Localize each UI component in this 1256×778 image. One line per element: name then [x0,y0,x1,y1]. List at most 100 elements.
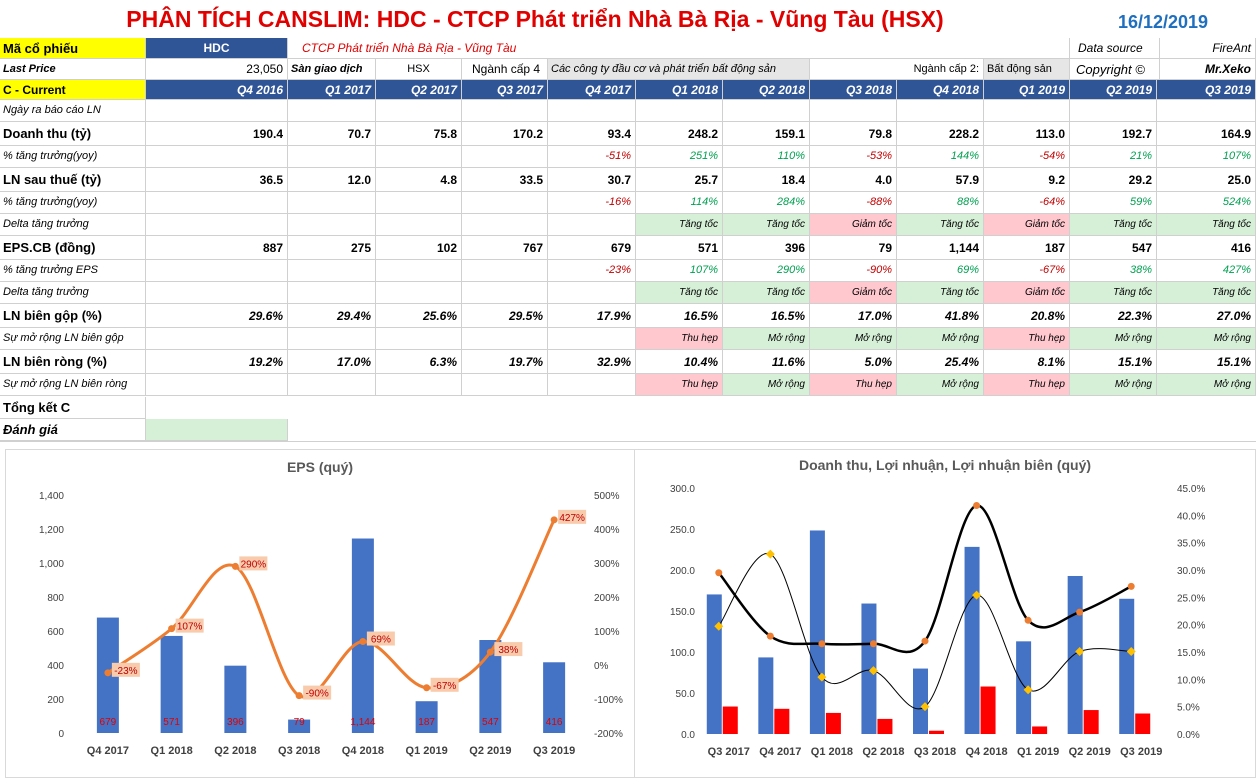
table-cell[interactable] [146,214,288,236]
table-cell[interactable]: 107% [636,260,723,282]
table-cell[interactable]: 767 [462,236,548,260]
table-cell[interactable]: 5.0% [810,350,897,374]
table-cell[interactable] [288,214,376,236]
table-cell[interactable]: 187 [984,236,1070,260]
table-cell[interactable]: 25.7 [636,168,723,192]
table-cell[interactable]: 102 [376,236,462,260]
table-cell[interactable]: Mở rộng [810,328,897,350]
table-cell[interactable] [376,192,462,214]
table-cell[interactable] [1070,100,1157,122]
table-cell[interactable] [462,146,548,168]
table-cell[interactable] [548,282,636,304]
table-cell[interactable]: 32.9% [548,350,636,374]
table-cell[interactable]: -90% [810,260,897,282]
table-cell[interactable]: Thu hẹp [984,374,1070,396]
table-cell[interactable]: 33.5 [462,168,548,192]
table-cell[interactable]: 11.6% [723,350,810,374]
table-cell[interactable]: Mở rộng [897,328,984,350]
table-cell[interactable]: 15.1% [1070,350,1157,374]
table-cell[interactable] [376,146,462,168]
table-cell[interactable]: 19.2% [146,350,288,374]
table-cell[interactable]: Giảm tốc [810,214,897,236]
table-cell[interactable]: 170.2 [462,122,548,146]
table-cell[interactable]: 16.5% [636,304,723,328]
table-cell[interactable]: -51% [548,146,636,168]
table-cell[interactable]: 25.6% [376,304,462,328]
table-cell[interactable]: 190.4 [146,122,288,146]
table-cell[interactable]: Thu hẹp [810,374,897,396]
table-cell[interactable] [636,100,723,122]
table-cell[interactable]: 27.0% [1157,304,1256,328]
table-cell[interactable]: 16.5% [723,304,810,328]
table-cell[interactable]: 69% [897,260,984,282]
table-cell[interactable]: 228.2 [897,122,984,146]
table-cell[interactable]: 571 [636,236,723,260]
table-cell[interactable]: 6.3% [376,350,462,374]
table-cell[interactable] [288,192,376,214]
table-cell[interactable]: Tăng tốc [636,214,723,236]
table-cell[interactable] [288,146,376,168]
table-cell[interactable]: Thu hẹp [984,328,1070,350]
table-cell[interactable]: Giảm tốc [984,214,1070,236]
table-cell[interactable] [376,282,462,304]
table-cell[interactable]: 10.4% [636,350,723,374]
table-cell[interactable]: Mở rộng [1070,328,1157,350]
table-cell[interactable]: Tăng tốc [723,282,810,304]
table-cell[interactable]: Thu hẹp [636,374,723,396]
table-cell[interactable]: Tăng tốc [636,282,723,304]
table-cell[interactable]: 159.1 [723,122,810,146]
table-cell[interactable]: 113.0 [984,122,1070,146]
table-cell[interactable]: 396 [723,236,810,260]
table-cell[interactable] [548,374,636,396]
table-cell[interactable]: 29.4% [288,304,376,328]
table-cell[interactable]: Giảm tốc [984,282,1070,304]
table-cell[interactable]: 4.8 [376,168,462,192]
table-cell[interactable]: 416 [1157,236,1256,260]
table-cell[interactable]: Mở rộng [897,374,984,396]
table-cell[interactable]: Tăng tốc [1157,214,1256,236]
table-cell[interactable] [146,328,288,350]
table-cell[interactable]: 110% [723,146,810,168]
table-cell[interactable] [462,328,548,350]
table-cell[interactable] [376,100,462,122]
table-cell[interactable]: Tăng tốc [897,214,984,236]
table-cell[interactable]: 36.5 [146,168,288,192]
table-cell[interactable] [548,328,636,350]
table-cell[interactable]: 1,144 [897,236,984,260]
table-cell[interactable] [288,282,376,304]
table-cell[interactable] [288,100,376,122]
table-cell[interactable]: 29.5% [462,304,548,328]
table-cell[interactable] [376,328,462,350]
table-cell[interactable]: 29.6% [146,304,288,328]
table-cell[interactable]: 79.8 [810,122,897,146]
table-cell[interactable]: Mở rộng [723,328,810,350]
table-cell[interactable]: Mở rộng [723,374,810,396]
table-cell[interactable]: 248.2 [636,122,723,146]
table-cell[interactable] [462,282,548,304]
table-cell[interactable]: 17.0% [810,304,897,328]
table-cell[interactable] [146,146,288,168]
table-cell[interactable] [548,214,636,236]
table-cell[interactable] [146,260,288,282]
table-cell[interactable]: Thu hẹp [636,328,723,350]
table-cell[interactable]: 275 [288,236,376,260]
table-cell[interactable] [376,214,462,236]
table-cell[interactable]: 75.8 [376,122,462,146]
table-cell[interactable]: 107% [1157,146,1256,168]
table-cell[interactable]: 17.0% [288,350,376,374]
table-cell[interactable]: 21% [1070,146,1157,168]
ticker-value[interactable]: HDC [146,38,288,59]
table-cell[interactable]: 22.3% [1070,304,1157,328]
table-cell[interactable]: Tăng tốc [897,282,984,304]
table-cell[interactable]: 8.1% [984,350,1070,374]
table-cell[interactable]: 79 [810,236,897,260]
table-cell[interactable] [376,260,462,282]
table-cell[interactable] [146,282,288,304]
table-cell[interactable]: -67% [984,260,1070,282]
table-cell[interactable]: 25.4% [897,350,984,374]
table-cell[interactable]: -88% [810,192,897,214]
table-cell[interactable]: 284% [723,192,810,214]
table-cell[interactable]: 12.0 [288,168,376,192]
table-cell[interactable]: 29.2 [1070,168,1157,192]
table-cell[interactable] [288,328,376,350]
